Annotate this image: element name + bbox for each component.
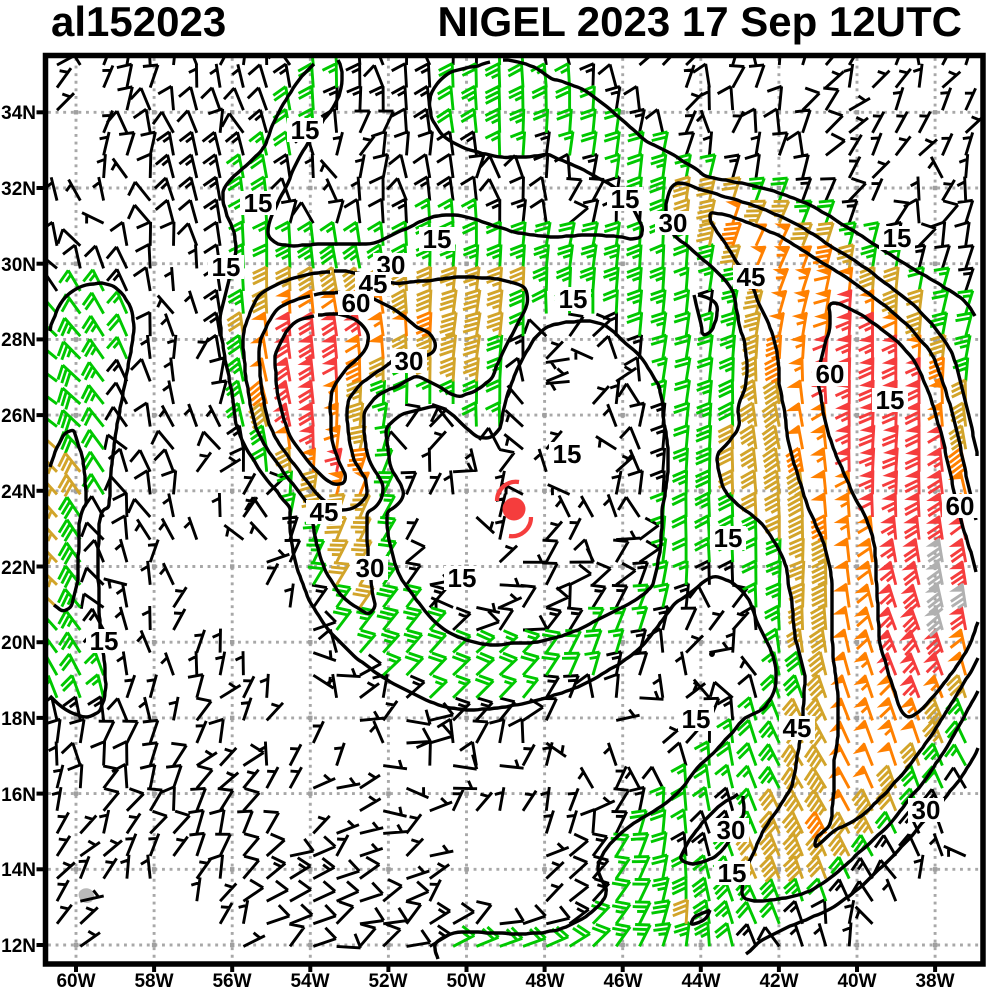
svg-text:50W: 50W xyxy=(446,971,485,989)
svg-text:60: 60 xyxy=(342,288,371,318)
svg-text:34N: 34N xyxy=(1,103,36,124)
svg-text:15: 15 xyxy=(559,284,588,314)
svg-text:15: 15 xyxy=(244,188,273,218)
svg-text:30: 30 xyxy=(659,208,688,238)
svg-text:22N: 22N xyxy=(1,558,36,579)
svg-text:38W: 38W xyxy=(915,971,954,989)
svg-text:45: 45 xyxy=(783,713,812,743)
svg-text:30: 30 xyxy=(912,795,941,825)
svg-text:15: 15 xyxy=(291,115,320,145)
svg-text:15: 15 xyxy=(714,523,743,553)
svg-text:30: 30 xyxy=(395,346,424,376)
svg-text:52W: 52W xyxy=(368,971,407,989)
svg-text:42W: 42W xyxy=(759,971,798,989)
svg-text:15: 15 xyxy=(876,385,905,415)
svg-text:15: 15 xyxy=(883,223,912,253)
svg-text:20N: 20N xyxy=(1,633,36,654)
svg-text:45: 45 xyxy=(310,497,339,527)
svg-text:15: 15 xyxy=(212,252,241,282)
svg-text:60: 60 xyxy=(946,491,975,521)
svg-text:40W: 40W xyxy=(837,971,876,989)
svg-text:44W: 44W xyxy=(681,971,720,989)
svg-text:15: 15 xyxy=(90,626,119,656)
svg-text:30N: 30N xyxy=(1,255,36,276)
svg-text:46W: 46W xyxy=(603,971,642,989)
svg-text:18N: 18N xyxy=(1,709,36,730)
svg-text:15: 15 xyxy=(423,224,452,254)
svg-text:60: 60 xyxy=(816,359,845,389)
svg-text:32N: 32N xyxy=(1,179,36,200)
svg-text:15: 15 xyxy=(553,439,582,469)
svg-text:45: 45 xyxy=(737,262,766,292)
svg-text:al152023: al152023 xyxy=(51,0,226,45)
svg-text:58W: 58W xyxy=(134,971,173,989)
svg-text:24N: 24N xyxy=(1,482,36,503)
svg-text:30: 30 xyxy=(356,553,385,583)
svg-text:15: 15 xyxy=(448,563,477,593)
svg-text:26N: 26N xyxy=(1,406,36,427)
svg-text:48W: 48W xyxy=(525,971,564,989)
svg-text:15: 15 xyxy=(611,184,640,214)
svg-text:15: 15 xyxy=(718,858,747,888)
svg-text:NIGEL 2023 17 Sep 12UTC: NIGEL 2023 17 Sep 12UTC xyxy=(438,0,962,45)
svg-text:54W: 54W xyxy=(290,971,329,989)
svg-text:15: 15 xyxy=(682,704,711,734)
svg-text:60W: 60W xyxy=(56,971,95,989)
svg-text:14N: 14N xyxy=(1,860,36,881)
svg-text:56W: 56W xyxy=(212,971,251,989)
svg-text:12N: 12N xyxy=(1,936,36,957)
svg-text:30: 30 xyxy=(717,815,746,845)
svg-text:28N: 28N xyxy=(1,330,36,351)
svg-text:16N: 16N xyxy=(1,785,36,806)
